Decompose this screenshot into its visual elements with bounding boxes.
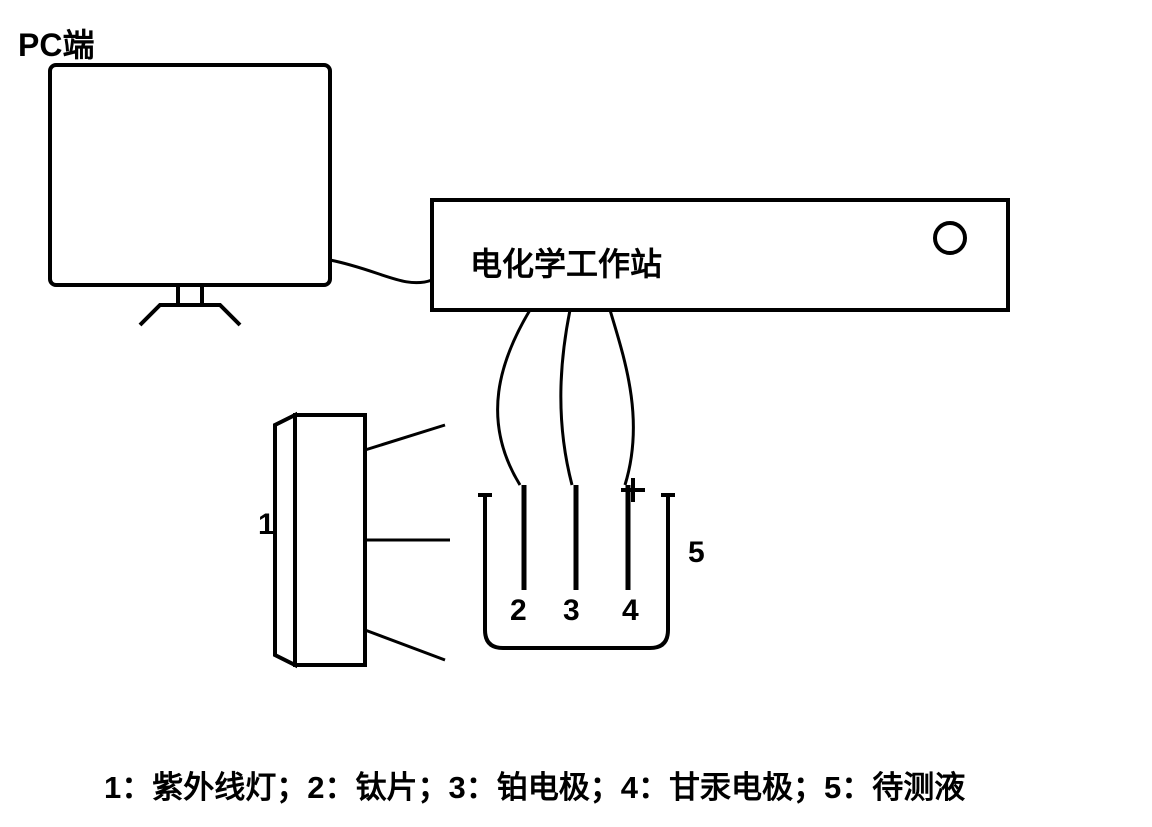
monitor-screen: [50, 65, 330, 285]
legend-text: 1：紫外线灯；2：钛片；3：铂电极；4：甘汞电极；5：待测液: [104, 762, 965, 807]
cable-pc-to-workstation: [330, 260, 432, 283]
uv-beam-3: [365, 630, 445, 660]
workstation-led: [935, 223, 965, 253]
uv-beam-1: [365, 425, 445, 450]
label-num-2: 2: [510, 594, 527, 628]
monitor-base: [140, 305, 240, 325]
uv-lamp-back: [275, 415, 295, 665]
uv-lamp: [275, 415, 450, 665]
label-num-3: 3: [563, 594, 580, 628]
diagram-canvas: [0, 0, 1152, 827]
uv-lamp-body: [295, 415, 365, 665]
cable-electrode-3: [610, 310, 633, 485]
cable-electrode-2: [561, 310, 572, 485]
pc-monitor: [50, 65, 330, 325]
monitor-neck: [178, 285, 202, 305]
cable-electrode-1: [498, 310, 530, 485]
label-num-1: 1: [258, 508, 275, 542]
label-num-4: 4: [622, 594, 639, 628]
workstation-label: 电化学工作站: [470, 239, 662, 285]
pc-label: PC端: [18, 20, 94, 66]
label-num-5: 5: [688, 536, 705, 570]
